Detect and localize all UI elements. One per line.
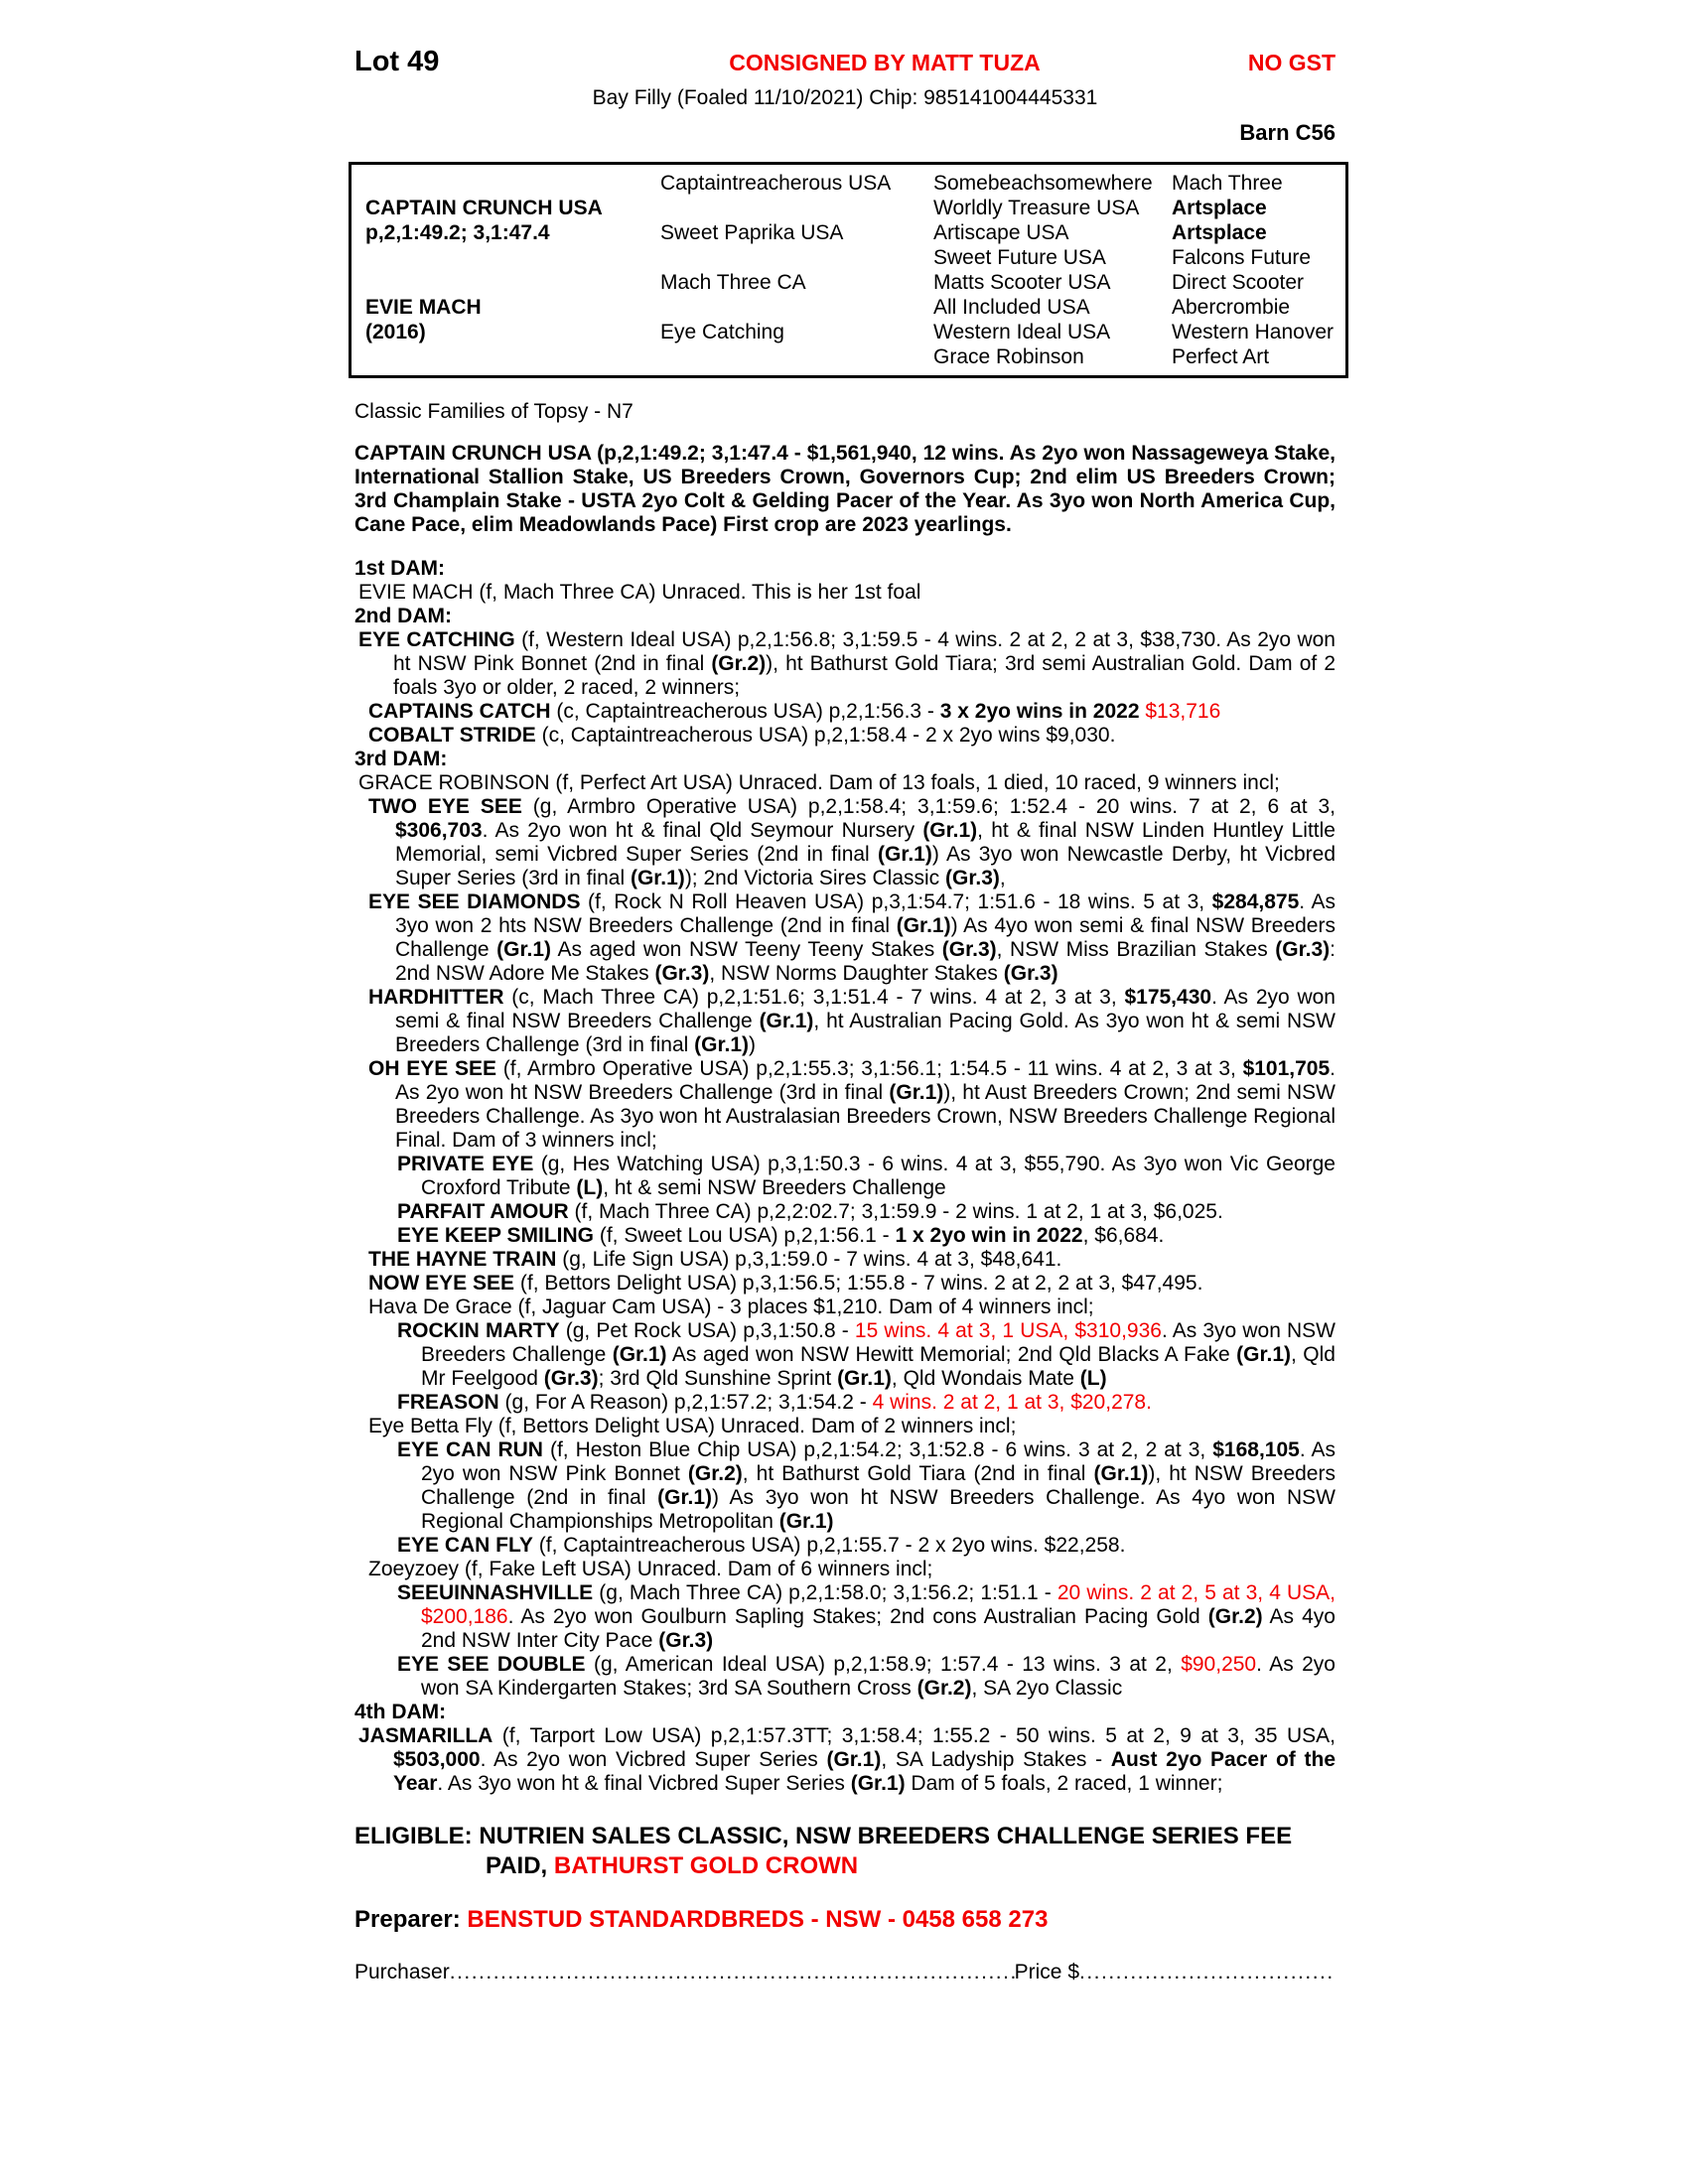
text-block: OH EYE SEE (f, Armbro Operative USA) p,2…	[368, 1057, 1336, 1152]
text-block: Eye Betta Fly (f, Bettors Delight USA) U…	[368, 1415, 1017, 1437]
text-block: EYE SEE DOUBLE (g, American Ideal USA) p…	[397, 1653, 1336, 1700]
pedigree-cell: Matts Scooter USA	[933, 271, 1111, 294]
text-block: Classic Families of Topsy - N7	[354, 400, 633, 423]
pedigree-cell: Artsplace	[1172, 197, 1267, 219]
text-block: EVIE MACH (f, Mach Three CA) Unraced. Th…	[358, 581, 921, 604]
pedigree-cell: Abercrombie	[1172, 296, 1291, 319]
pedigree-column-parents: Captaintreacherous USA Sweet Paprika USA M…	[660, 171, 933, 369]
pedigree-cell	[660, 245, 933, 270]
pedigree-cell: Perfect Art	[1172, 345, 1270, 368]
pedigree-cell: Artiscape USA	[933, 221, 1069, 244]
pedigree-cell: Western Hanover	[1172, 321, 1335, 343]
lot-number: Lot 49	[354, 46, 440, 77]
dam-heading: 4th DAM:	[354, 1701, 447, 1723]
pedigree-cell: Falcons Future	[1172, 246, 1312, 269]
pedigree-cell: Direct Scooter	[1172, 271, 1305, 294]
pedigree-cell: (2016)	[365, 321, 426, 343]
pedigree-cell: All Included USA	[933, 296, 1090, 319]
text-block: HARDHITTER (c, Mach Three CA) p,2,1:51.6…	[368, 986, 1336, 1056]
pedigree-cell: Somebeachsomewhere	[933, 172, 1153, 195]
pedigree-cell: Worldly Treasure USA	[933, 197, 1140, 219]
pedigree-cell: Western Ideal USA	[933, 321, 1111, 343]
pedigree-cell	[365, 171, 660, 196]
text-block: COBALT STRIDE (c, Captaintreacherous USA…	[368, 724, 1116, 747]
pedigree-cell: Grace Robinson	[933, 345, 1084, 368]
pedigree-column-grandparents: Somebeachsomewhere Worldly Treasure USA Ar…	[933, 171, 1172, 369]
pedigree-cell: p,2,1:49.2; 3,1:47.4	[365, 221, 550, 244]
pedigree-cell: Sweet Future USA	[933, 246, 1106, 269]
price-dotted-blank: ........................................…	[1079, 1961, 1336, 1983]
text-block: PRIVATE EYE (g, Hes Watching USA) p,3,1:…	[397, 1153, 1336, 1199]
pedigree-cell: EVIE MACH	[365, 296, 482, 319]
text-block: PARFAIT AMOUR (f, Mach Three CA) p,2,2:0…	[397, 1200, 1223, 1223]
text-block: EYE SEE DIAMONDS (f, Rock N Roll Heaven …	[368, 890, 1336, 985]
pedigree-cell	[365, 270, 660, 295]
pedigree-cell	[660, 196, 933, 220]
purchaser-dotted-blank: ........................................…	[449, 1961, 1015, 1983]
text-block: GRACE ROBINSON (f, Perfect Art USA) Unra…	[358, 771, 1280, 794]
preparer-line: Preparer: BENSTUD STANDARDBREDS - NSW - …	[354, 1906, 1049, 1933]
dam-heading: 2nd DAM:	[354, 605, 452, 627]
pedigree-cell: CAPTAIN CRUNCH USA	[365, 197, 603, 219]
page-content: Lot 49 CONSIGNED BY MATT TUZA NO GST Bay…	[349, 0, 1348, 1984]
pedigree-table: CAPTAIN CRUNCH USA p,2,1:49.2; 3,1:47.4 EV…	[349, 162, 1348, 378]
purchaser-label: Purchaser	[354, 1961, 450, 1983]
pedigree-cell	[660, 344, 933, 369]
text-block: SEEUINNASHVILLE (g, Mach Three CA) p,2,1…	[397, 1581, 1336, 1652]
consignor-line: CONSIGNED BY MATT TUZA	[729, 50, 1041, 75]
pedigree-cell: Mach Three CA	[660, 271, 806, 294]
text-block: CAPTAINS CATCH (c, Captaintreacherous US…	[368, 700, 1221, 723]
pedigree-text: Classic Families of Topsy - N7 CAPTAIN CR…	[354, 400, 1336, 1796]
pedigree-cell: Captaintreacherous USA	[660, 172, 892, 195]
horse-description: Bay Filly (Foaled 11/10/2021) Chip: 9851…	[592, 86, 1098, 109]
pedigree-cell	[660, 295, 933, 320]
pedigree-cell: Sweet Paprika USA	[660, 221, 844, 244]
pedigree-cell	[365, 245, 660, 270]
text-block: ROCKIN MARTY (g, Pet Rock USA) p,3,1:50.…	[397, 1319, 1336, 1390]
text-block: Zoeyzoey (f, Fake Left USA) Unraced. Dam…	[368, 1558, 933, 1580]
no-gst-label: NO GST	[1247, 50, 1336, 75]
text-block: EYE KEEP SMILING (f, Sweet Lou USA) p,2,…	[397, 1224, 1165, 1247]
dam-heading: 1st DAM:	[354, 557, 446, 580]
text-block: TWO EYE SEE (g, Armbro Operative USA) p,…	[368, 795, 1336, 889]
text-block: NOW EYE SEE (f, Bettors Delight USA) p,3…	[368, 1272, 1203, 1295]
text-block: EYE CAN RUN (f, Heston Blue Chip USA) p,…	[397, 1438, 1336, 1533]
text-block: CAPTAIN CRUNCH USA (p,2,1:49.2; 3,1:47.4…	[354, 442, 1336, 536]
pedigree-column-subject: CAPTAIN CRUNCH USA p,2,1:49.2; 3,1:47.4 EV…	[365, 171, 660, 369]
text-block: EYE CATCHING (f, Western Ideal USA) p,2,…	[358, 628, 1336, 699]
purchaser-line: Purchaser ..............................…	[354, 1961, 1336, 1984]
pedigree-column-greatgrandparents: Mach Three Artsplace Artsplace Falcons Futu…	[1172, 171, 1345, 369]
text-block: THE HAYNE TRAIN (g, Life Sign USA) p,3,1…	[368, 1248, 1062, 1271]
pedigree-cell: Artsplace	[1172, 221, 1267, 244]
text-block: EYE CAN FLY (f, Captaintreacherous USA) …	[397, 1534, 1126, 1557]
pedigree-cell: Mach Three	[1172, 172, 1283, 195]
price-label: Price $	[1014, 1961, 1079, 1983]
text-block: Hava De Grace (f, Jaguar Cam USA) - 3 pl…	[368, 1296, 1094, 1318]
text-block: FREASON (g, For A Reason) p,2,1:57.2; 3,…	[397, 1391, 1152, 1414]
barn-label: Barn C56	[1239, 120, 1336, 145]
text-block: JASMARILLA (f, Tarport Low USA) p,2,1:57…	[358, 1724, 1336, 1795]
pedigree-cell	[365, 344, 660, 369]
pedigree-cell: Eye Catching	[660, 321, 784, 343]
dam-heading: 3rd DAM:	[354, 748, 448, 770]
header: Lot 49 CONSIGNED BY MATT TUZA NO GST	[354, 45, 1336, 78]
eligibility-note: ELIGIBLE: NUTRIEN SALES CLASSIC, NSW BRE…	[354, 1823, 1293, 1879]
